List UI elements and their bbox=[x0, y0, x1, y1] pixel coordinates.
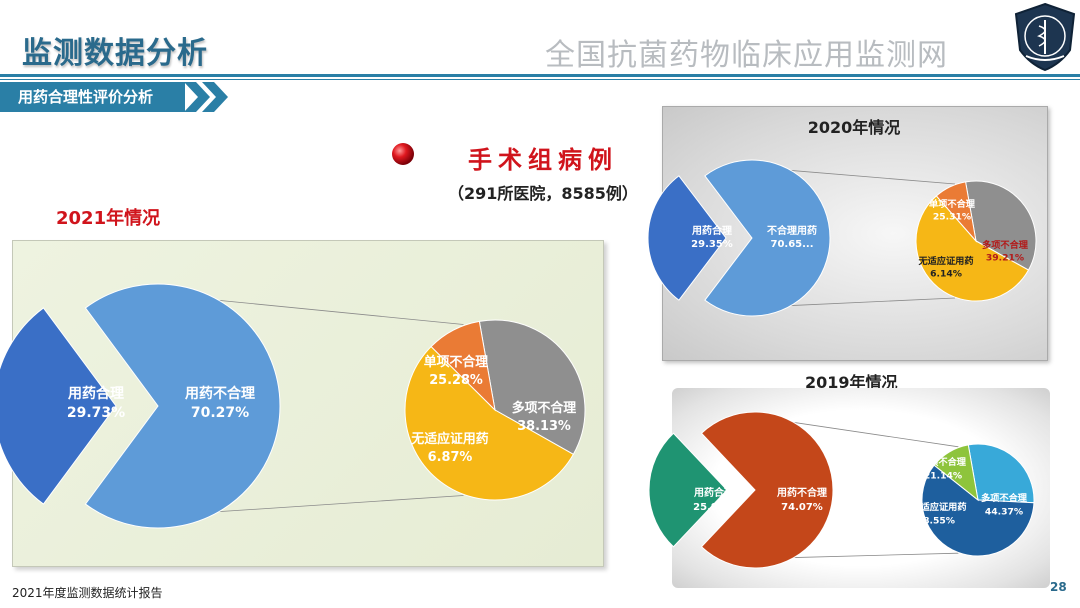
pie-data-label: 用药合理 29.73% bbox=[67, 385, 125, 421]
breakdown-slice bbox=[965, 180, 1037, 271]
breakdown-slice bbox=[921, 464, 1035, 557]
breakdown-slice bbox=[478, 319, 586, 455]
breakdown-slice bbox=[430, 320, 496, 412]
red-bullet-icon bbox=[392, 143, 414, 165]
connector-line bbox=[793, 552, 959, 558]
section-title: 手术组病例 bbox=[468, 145, 618, 174]
chart-title-2021: 2021年情况 bbox=[56, 208, 161, 229]
breakdown-data-label: 无适应证用药 6.14% bbox=[917, 255, 973, 279]
breakdown-data-label: 多项不合理 38.13% bbox=[512, 400, 577, 434]
connector-line bbox=[218, 495, 464, 513]
breakdown-slice bbox=[967, 443, 1035, 504]
breakdown-slice bbox=[935, 181, 977, 243]
chart-title-2020: 2020年情况 bbox=[808, 118, 901, 137]
chart-title-2019: 2019年情况 bbox=[805, 373, 898, 392]
breakdown-data-label: 单项不合理 21.14% bbox=[920, 456, 967, 481]
pie-data-label: 不合理用药 70.65... bbox=[767, 224, 817, 250]
header-divider bbox=[0, 74, 1080, 77]
breakdown-data-label: 单项不合理 25.31% bbox=[929, 198, 976, 222]
connector-line bbox=[790, 297, 956, 306]
pie-data-label: 用药合理 25.93% bbox=[693, 486, 735, 513]
breakdown-data-label: 多项不合理 44.37% bbox=[981, 492, 1028, 517]
breakdown-slice bbox=[404, 345, 575, 501]
pie-slice-unreasonable bbox=[704, 159, 831, 317]
network-name: 全国抗菌药物临床应用监测网 bbox=[545, 38, 948, 73]
pie-slice-unreasonable bbox=[84, 283, 281, 529]
breakdown-slice bbox=[915, 195, 1030, 302]
connector-line bbox=[218, 299, 464, 325]
section-banner-label: 用药合理性评价分析 bbox=[18, 88, 154, 106]
pie-slice-reasonable bbox=[647, 175, 727, 301]
pie-data-label: 用药不合理 70.27% bbox=[185, 385, 255, 421]
pie-data-label: 用药不合理 74.07% bbox=[776, 486, 827, 513]
section-subtitle: （291所医院，8585例） bbox=[448, 184, 638, 203]
breakdown-data-label: 无适应证用药 6.87% bbox=[411, 431, 488, 465]
network-logo-icon bbox=[1014, 2, 1076, 72]
section-banner: 用药合理性评价分析 bbox=[0, 82, 185, 112]
pie-slice-reasonable bbox=[648, 432, 728, 548]
pie-slice-unreasonable bbox=[700, 411, 834, 569]
breakdown-data-label: 无适应证用药 8.55% bbox=[910, 501, 966, 526]
breakdown-data-label: 多项不合理 39.21% bbox=[982, 239, 1029, 263]
connector-line bbox=[790, 170, 956, 185]
chevron-right-icon bbox=[184, 82, 228, 112]
pie-slice-reasonable bbox=[0, 307, 117, 505]
breakdown-data-label: 单项不合理 25.28% bbox=[424, 354, 489, 388]
pie-data-label: 用药合理 29.35% bbox=[691, 224, 733, 250]
header-divider-thin bbox=[0, 79, 1080, 80]
page-number: 28 bbox=[1050, 580, 1067, 594]
report-footer: 2021年度监测数据统计报告 bbox=[12, 586, 163, 600]
breakdown-slice bbox=[933, 444, 979, 502]
connector-line bbox=[793, 422, 959, 448]
page-title: 监测数据分析 bbox=[22, 36, 208, 71]
